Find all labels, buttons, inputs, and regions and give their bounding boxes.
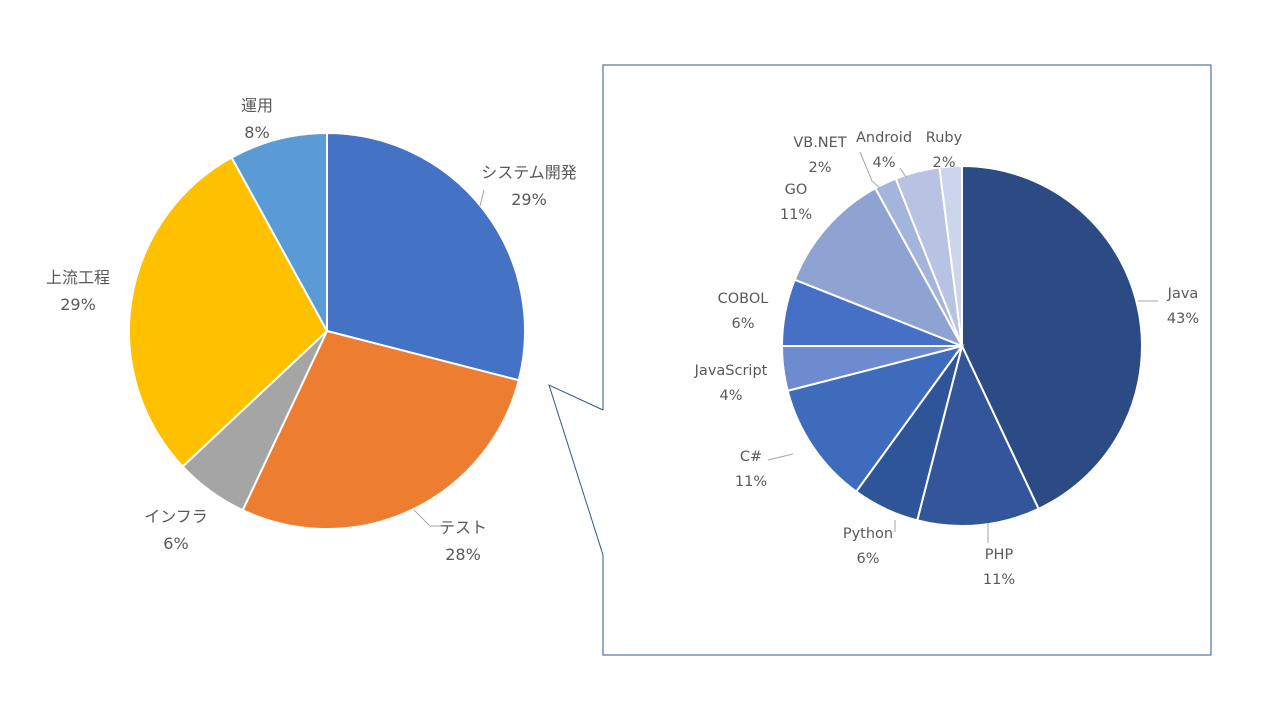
detail-percent-label: 11% [780, 207, 812, 223]
main-category-label: システム開発 [481, 163, 577, 182]
main-slice-cat-1 [241, 329, 520, 530]
detail-category-label: Android [856, 130, 912, 146]
main-leader-line [479, 189, 485, 207]
main-category-label: インフラ [144, 507, 208, 526]
detail-percent-label: 43% [1167, 311, 1199, 327]
detail-percent-label: 11% [983, 572, 1015, 588]
detail-percent-label: 6% [731, 316, 754, 332]
detail-category-label: Java [1167, 286, 1199, 302]
detail-pie-chart: Java 43% PHP 11% Python 6% C# 11% JavaScript 4% CO… [694, 130, 1199, 588]
detail-category-label: PHP [985, 547, 1014, 563]
detail-percent-label: 4% [719, 388, 742, 404]
detail-category-label: Python [843, 526, 893, 542]
detail-percent-label: 2% [808, 160, 831, 176]
main-percent-label: 8% [244, 123, 269, 142]
detail-slice-csharp [786, 344, 965, 494]
main-percent-label: 29% [511, 190, 547, 209]
detail-category-label: JavaScript [694, 363, 768, 379]
main-pie-chart: システム開発 29% テスト 28% インフラ 6% 上流工程 29% 運用 8% [46, 96, 577, 564]
main-leader-line [413, 509, 440, 527]
detail-category-label: GO [785, 182, 808, 198]
detail-leader-line [767, 453, 794, 461]
detail-percent-label: 11% [735, 474, 767, 490]
detail-leader-line [899, 167, 907, 178]
detail-slice-ruby [938, 164, 963, 347]
detail-percent-label: 4% [872, 155, 895, 171]
detail-connector [548, 64, 1212, 656]
detail-slice-java [961, 164, 1143, 511]
detail-slice-go [793, 186, 965, 348]
detail-category-label: Ruby [926, 130, 963, 146]
main-percent-label: 6% [163, 534, 188, 553]
main-category-label: 運用 [241, 96, 273, 115]
main-percent-label: 29% [60, 295, 96, 314]
detail-percent-label: 2% [932, 155, 955, 171]
detail-category-label: COBOL [718, 291, 769, 307]
main-slice-cat-0 [326, 131, 526, 382]
main-slice-cat-4 [230, 131, 328, 332]
main-category-label: 上流工程 [46, 268, 110, 287]
detail-frame [548, 64, 1212, 656]
detail-slice-php [916, 343, 1040, 527]
main-category-label: テスト [439, 518, 487, 537]
detail-category-label: C# [740, 449, 762, 465]
detail-percent-label: 6% [856, 551, 879, 567]
detail-leader-line [859, 151, 881, 189]
main-percent-label: 28% [445, 545, 481, 564]
detail-category-label: VB.NET [793, 135, 846, 151]
main-slice-cat-3 [128, 156, 329, 468]
